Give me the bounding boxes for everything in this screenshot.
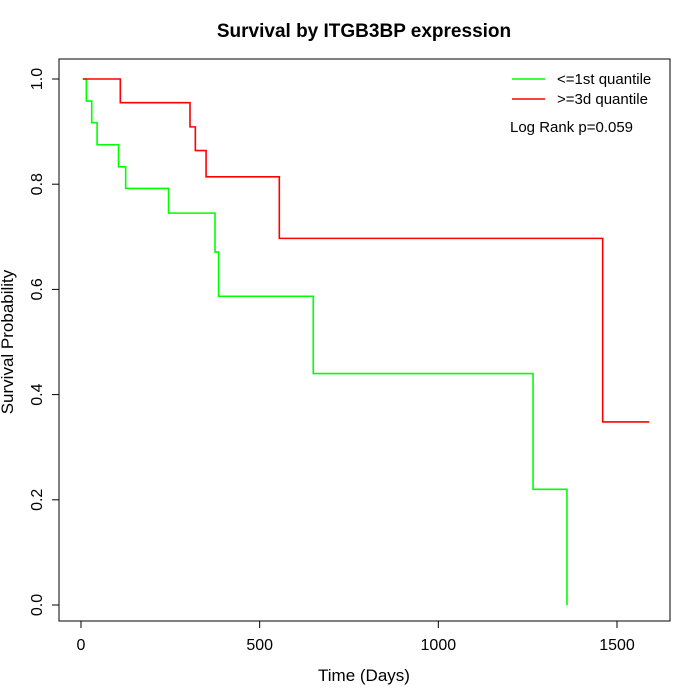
x-axis: 0 500 1000 1500 — [77, 620, 635, 654]
y-tick-label: 1.0 — [29, 68, 46, 90]
y-tick-label: 0.6 — [29, 278, 46, 300]
y-tick-label: 0.8 — [29, 173, 46, 195]
log-rank-annotation: Log Rank p=0.059 — [510, 119, 633, 136]
legend-label: >=3d quantile — [557, 91, 648, 108]
x-tick-label: 1000 — [421, 637, 457, 654]
y-tick-label: 0.0 — [29, 594, 46, 616]
x-tick-label: 500 — [246, 637, 273, 654]
plot-frame — [58, 58, 671, 622]
x-tick-label: 1500 — [599, 637, 635, 654]
y-tick-label: 0.4 — [29, 383, 46, 405]
survival-curve-series-2 — [82, 78, 650, 423]
chart-title: Survival by ITGB3BP expression — [217, 21, 511, 42]
survival-curve-series-1 — [82, 78, 568, 605]
x-tick-label: 0 — [77, 637, 86, 654]
series-layer — [82, 78, 650, 605]
y-tick-label: 0.2 — [29, 489, 46, 511]
legend: <=1st quantile >=3d quantile — [512, 71, 651, 108]
y-axis: 0.0 0.2 0.4 0.6 0.8 1.0 — [29, 68, 60, 616]
legend-label: <=1st quantile — [557, 71, 651, 88]
y-axis-label: Survival Probability — [0, 269, 17, 414]
x-axis-label: Time (Days) — [318, 666, 410, 685]
